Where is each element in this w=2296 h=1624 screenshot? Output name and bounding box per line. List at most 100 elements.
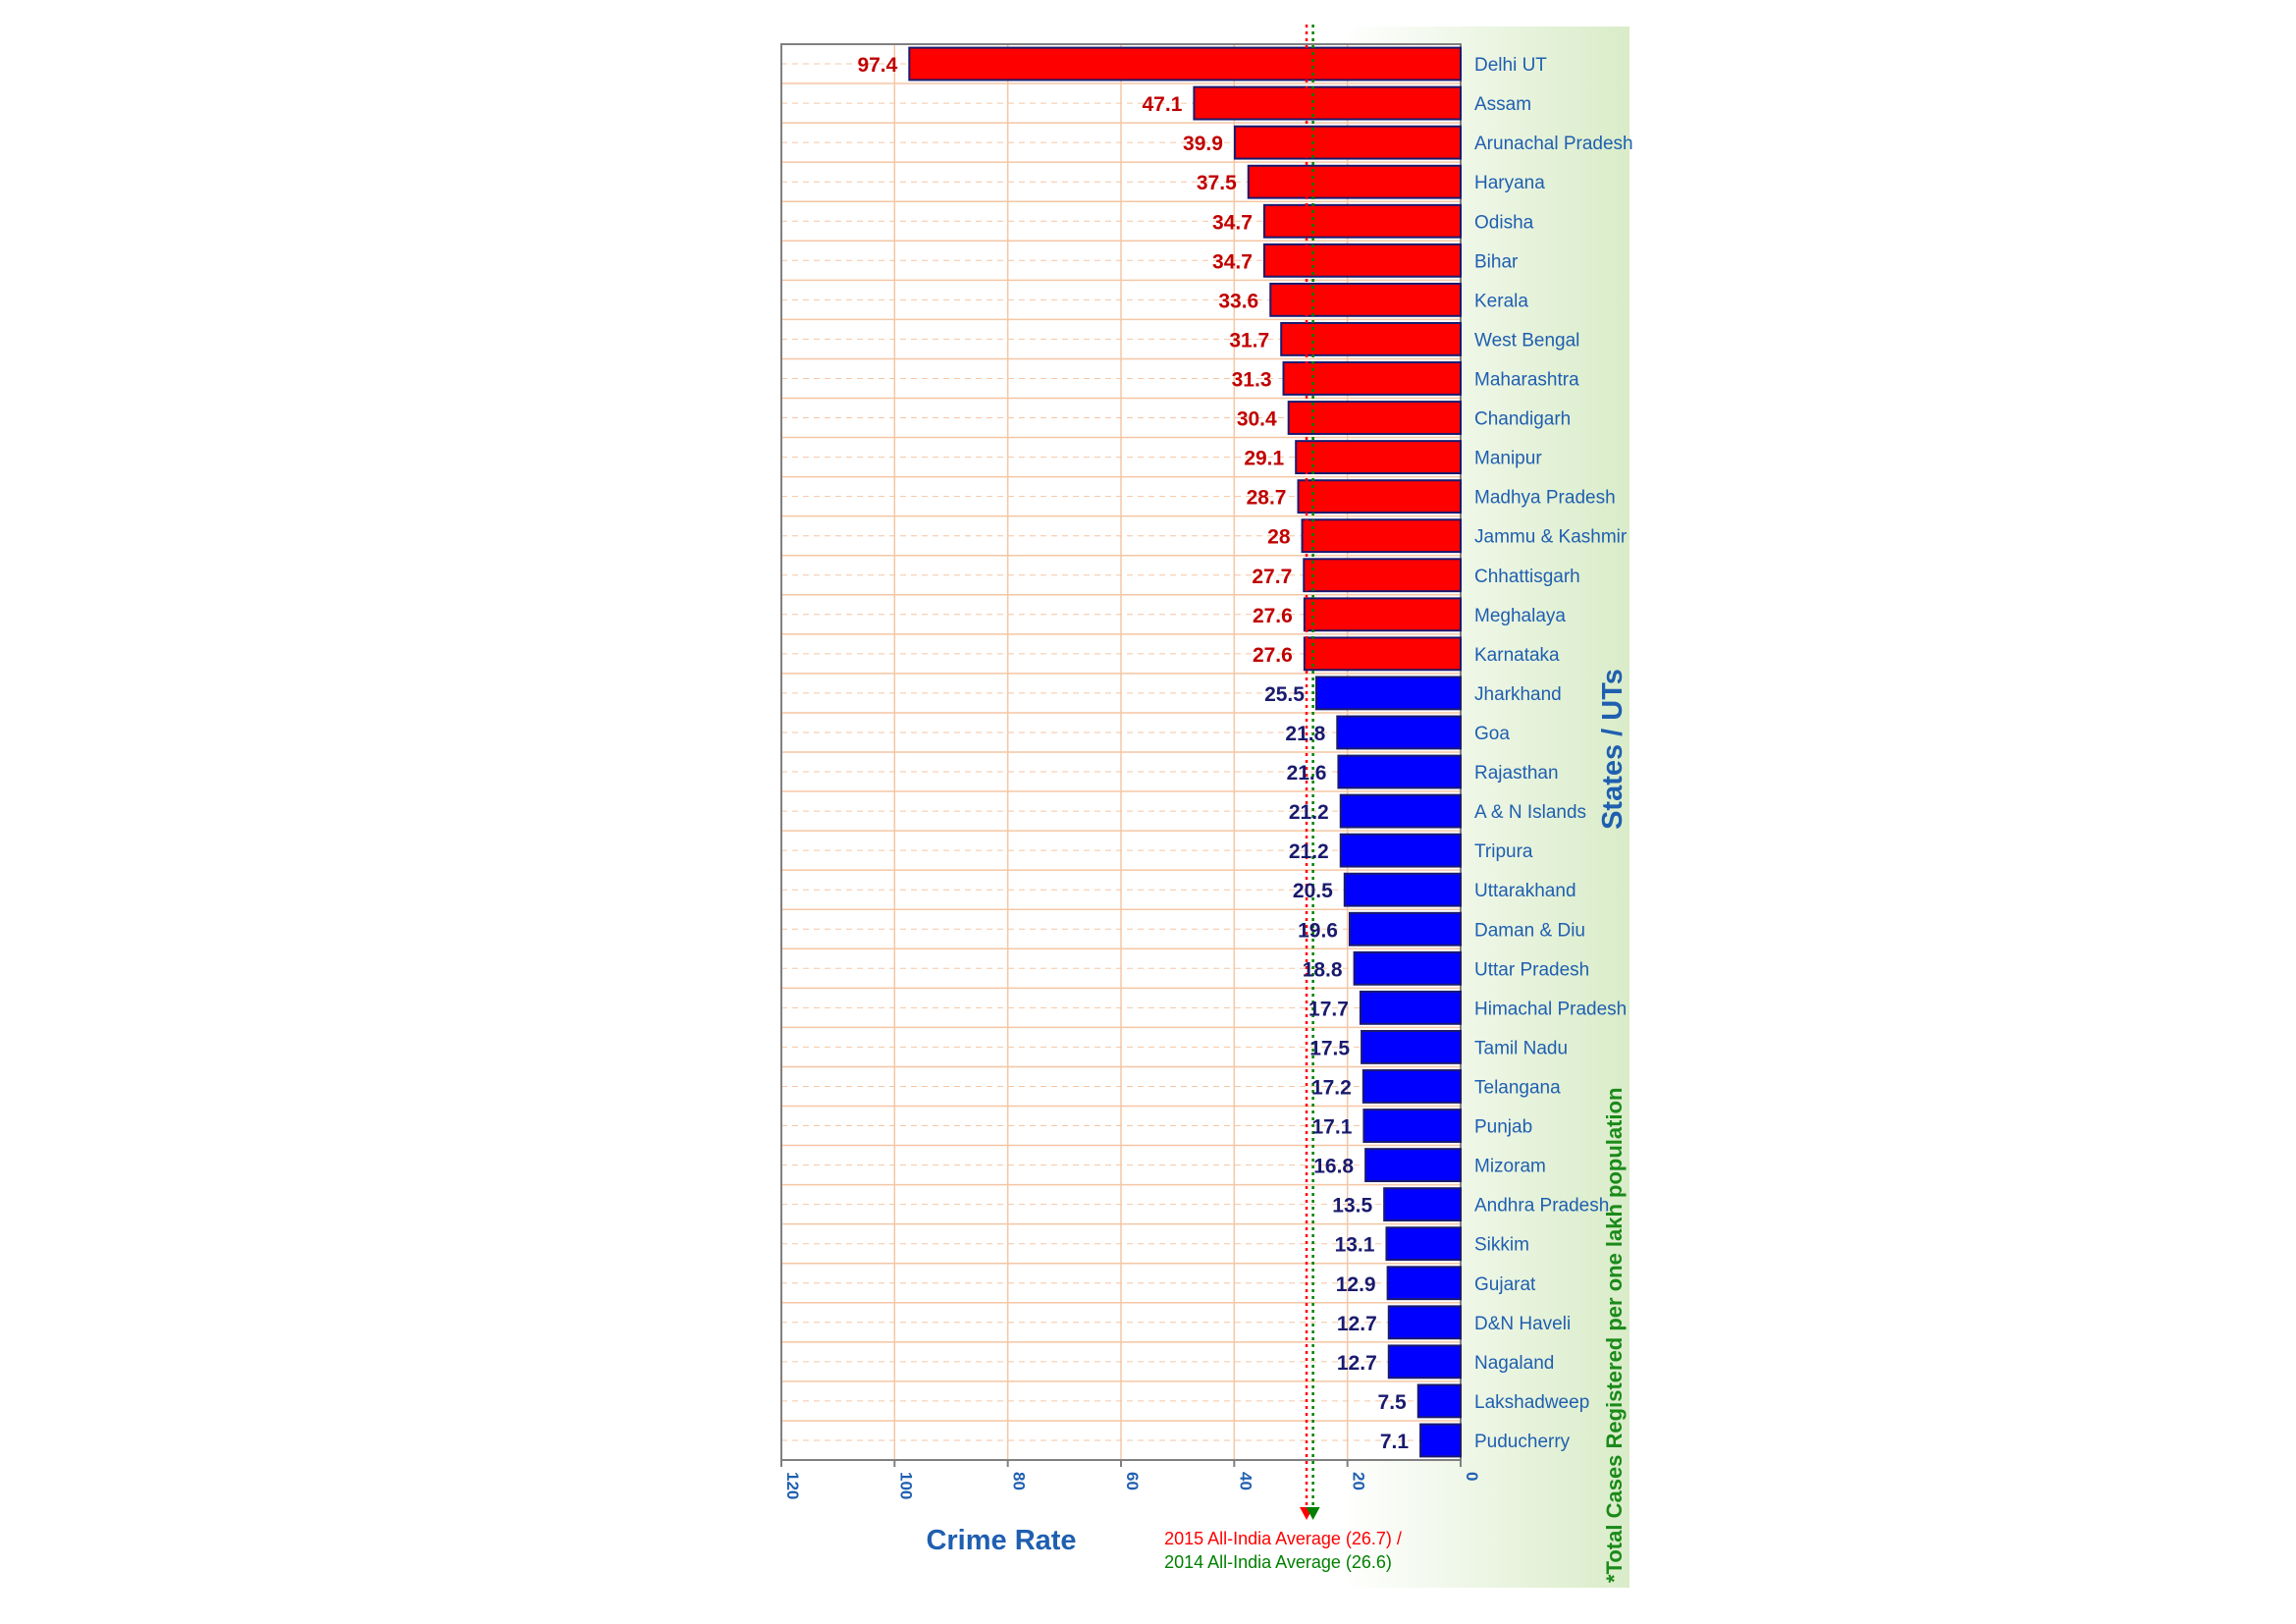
value-label: 47.1 bbox=[1143, 93, 1183, 116]
value-label: 16.8 bbox=[1313, 1156, 1354, 1178]
category-label: Tripura bbox=[1474, 841, 1533, 862]
bar bbox=[1301, 518, 1462, 554]
category-label: Manipur bbox=[1474, 449, 1542, 469]
value-label: 19.6 bbox=[1298, 919, 1338, 942]
y-axis-label: States / UTs bbox=[1597, 669, 1629, 830]
value-labels: 97.4 47.139.9 37.5 34.7 34.7 33.6 31.7 31.3 30.4… bbox=[857, 54, 1409, 1453]
category-label: Telangana bbox=[1474, 1077, 1561, 1098]
value-label: 27.7 bbox=[1252, 566, 1292, 588]
category-label: Puducherry bbox=[1474, 1432, 1571, 1452]
value-label: 17.1 bbox=[1312, 1116, 1353, 1139]
bar bbox=[1353, 950, 1462, 986]
value-label: 20.5 bbox=[1293, 880, 1333, 902]
category-label: Jammu & Kashmir bbox=[1474, 527, 1628, 548]
value-label: 12.9 bbox=[1336, 1273, 1376, 1296]
grid-lines bbox=[781, 44, 1461, 1460]
category-label: Goa bbox=[1474, 724, 1510, 744]
value-label: 30.4 bbox=[1237, 408, 1277, 431]
bar bbox=[1343, 872, 1462, 907]
category-label: Chandigarh bbox=[1474, 409, 1571, 430]
category-label: Madhya Pradesh bbox=[1474, 488, 1616, 509]
tick-label: 120 bbox=[783, 1472, 802, 1499]
bar bbox=[1297, 479, 1463, 514]
category-labels: Delhi UT Assam Arunachal Pradesh Haryana Odi… bbox=[1474, 55, 1633, 1452]
bar bbox=[1386, 1266, 1462, 1301]
bar bbox=[1282, 361, 1462, 396]
value-label: 31.3 bbox=[1232, 368, 1272, 391]
tick-label: 40 bbox=[1236, 1472, 1255, 1490]
category-label: Nagaland bbox=[1474, 1353, 1554, 1374]
value-label: 21.2 bbox=[1289, 840, 1329, 863]
value-label: 37.5 bbox=[1197, 172, 1237, 194]
value-label: 17.7 bbox=[1308, 998, 1349, 1020]
tick-label: 20 bbox=[1350, 1472, 1368, 1490]
category-label: D&N Haveli bbox=[1474, 1314, 1571, 1334]
bar bbox=[1262, 243, 1462, 278]
value-label: 17.2 bbox=[1311, 1076, 1352, 1099]
category-label: Mizoram bbox=[1474, 1157, 1546, 1177]
category-label: Daman & Diu bbox=[1474, 920, 1585, 941]
value-label: 28.7 bbox=[1247, 487, 1287, 510]
bar bbox=[1385, 1226, 1462, 1262]
value-label: 27.6 bbox=[1253, 644, 1293, 667]
value-label: 29.1 bbox=[1244, 448, 1284, 470]
value-label: 39.9 bbox=[1183, 133, 1223, 155]
bar bbox=[1287, 401, 1463, 435]
bar bbox=[1337, 754, 1462, 789]
category-label: Odisha bbox=[1474, 212, 1534, 233]
value-label: 17.5 bbox=[1309, 1037, 1350, 1059]
avg-2014-label: 2014 All-India Average (26.6) bbox=[1164, 1552, 1392, 1572]
category-label: Delhi UT bbox=[1474, 55, 1547, 76]
bar bbox=[1303, 558, 1462, 593]
value-label: 13.1 bbox=[1335, 1234, 1375, 1257]
value-label: 28 bbox=[1267, 526, 1291, 549]
value-label: 97.4 bbox=[857, 54, 897, 77]
average-lines bbox=[1300, 25, 1320, 1520]
bar bbox=[1280, 321, 1462, 356]
bar-series bbox=[908, 46, 1463, 1458]
category-label: A & N Islands bbox=[1474, 802, 1586, 823]
tick-label: 80 bbox=[1010, 1472, 1029, 1490]
bar bbox=[1193, 85, 1462, 121]
x-axis-label: Crime Rate bbox=[926, 1525, 1076, 1556]
value-label: 18.8 bbox=[1303, 958, 1343, 981]
bar bbox=[1339, 833, 1463, 868]
bar bbox=[908, 46, 1462, 81]
category-label: Himachal Pradesh bbox=[1474, 999, 1627, 1019]
x-axis-ticks: 120 100 80 60 40 20 0 bbox=[780, 1460, 1481, 1499]
value-label: 21.2 bbox=[1289, 801, 1329, 824]
bar bbox=[1364, 1148, 1462, 1183]
category-label: Jharkhand bbox=[1474, 684, 1562, 705]
bar bbox=[1233, 125, 1463, 160]
bar bbox=[1303, 597, 1462, 632]
bar bbox=[1416, 1383, 1462, 1419]
bar bbox=[1359, 990, 1463, 1025]
value-label: 21.8 bbox=[1285, 723, 1325, 745]
category-label: Karnataka bbox=[1474, 645, 1560, 666]
bar bbox=[1314, 676, 1462, 711]
category-label: Lakshadweep bbox=[1474, 1392, 1589, 1413]
value-label: 7.1 bbox=[1380, 1431, 1410, 1453]
bar bbox=[1362, 1069, 1463, 1104]
category-label: Gujarat bbox=[1474, 1274, 1536, 1295]
bar bbox=[1269, 282, 1462, 317]
category-label: Punjab bbox=[1474, 1117, 1532, 1138]
bar bbox=[1262, 203, 1462, 239]
category-label: Tamil Nadu bbox=[1474, 1038, 1568, 1058]
value-label: 27.6 bbox=[1253, 605, 1293, 627]
bar bbox=[1247, 164, 1462, 199]
bar bbox=[1303, 636, 1462, 672]
value-label: 33.6 bbox=[1218, 290, 1258, 312]
value-label: 7.5 bbox=[1378, 1391, 1408, 1414]
value-label: 21.6 bbox=[1287, 762, 1327, 785]
category-label: Andhra Pradesh bbox=[1474, 1196, 1609, 1217]
category-label: Arunachal Pradesh bbox=[1474, 134, 1633, 154]
bar bbox=[1348, 911, 1463, 947]
tick-label: 0 bbox=[1463, 1472, 1481, 1481]
bar bbox=[1295, 440, 1462, 475]
bar bbox=[1419, 1423, 1462, 1458]
bar bbox=[1362, 1109, 1463, 1143]
value-label: 34.7 bbox=[1212, 211, 1253, 234]
footnote-label: *Total Cases Registered per one lakh pop… bbox=[1602, 1088, 1627, 1583]
